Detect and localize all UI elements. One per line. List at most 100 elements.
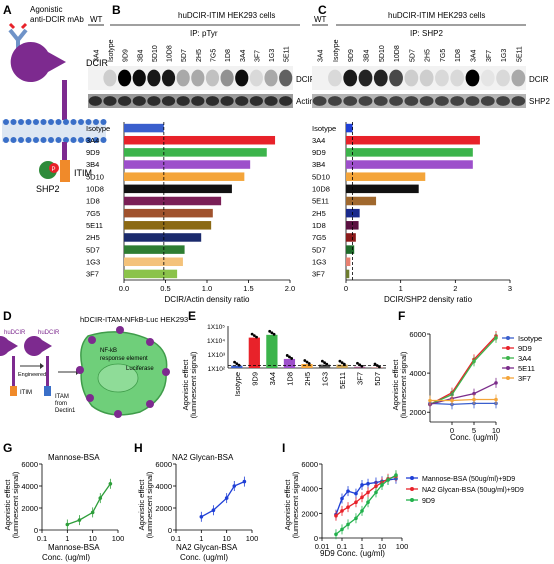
- data-point: [472, 391, 476, 396]
- blot-band: [404, 69, 419, 87]
- panel-letter-d: D: [3, 309, 12, 323]
- data-point: [303, 359, 307, 362]
- lane-label: 3B4: [137, 49, 144, 62]
- bar: [124, 257, 183, 267]
- legend-marker: [410, 487, 414, 491]
- i-ylabel-1: Agonistic effect: [283, 479, 292, 531]
- x-tick-label: 10: [222, 534, 230, 543]
- data-point: [380, 483, 384, 487]
- bar: [346, 135, 480, 145]
- lane-label: 9D9: [123, 49, 130, 62]
- data-point: [307, 362, 311, 365]
- data-point: [340, 509, 344, 513]
- blot-label-dcir: DCIR: [296, 75, 316, 84]
- legend-marker: [506, 376, 510, 380]
- reporter-title: hDCIR-ITAM-NFkB-Luc HEK293: [80, 315, 188, 324]
- receptor-dot: [116, 326, 124, 334]
- panel-letter-b: B: [112, 3, 121, 17]
- nfkb-label: NF-kB: [100, 348, 117, 354]
- response-label: response element: [100, 356, 148, 362]
- chart-i: 0 2000 4000 6000 0.01 0.1 1 10 100 Mannose-BSA (5…: [301, 460, 524, 551]
- lane-label: 1G3: [501, 49, 508, 62]
- x-tick-label: 1G3: [321, 372, 330, 386]
- x-axis-label: DCIR/Actin density ratio: [165, 295, 250, 304]
- y-tick-label: 4000: [409, 369, 426, 378]
- data-point: [494, 381, 498, 385]
- data-point: [472, 359, 476, 364]
- lane-label: 7G5: [440, 49, 447, 62]
- bar: [231, 365, 243, 368]
- bar: [336, 364, 348, 368]
- blot-band: [465, 69, 480, 87]
- y-tick-label: 1X10⁵: [207, 324, 225, 331]
- legend-marker: [506, 336, 510, 340]
- shp2-label: SHP2: [36, 184, 60, 194]
- panel-letter-h: H: [134, 441, 143, 455]
- bar: [124, 123, 164, 133]
- x-tick-label: 10: [492, 426, 500, 435]
- legend-label: 3A4: [518, 354, 531, 363]
- blot-band: [511, 69, 526, 87]
- blot-band: [132, 96, 146, 106]
- lane-label: 3A4: [240, 49, 247, 62]
- panel-letter-e: E: [188, 309, 196, 323]
- data-point: [354, 500, 358, 505]
- data-point: [98, 496, 103, 500]
- data-point: [211, 508, 216, 512]
- x-tick-label: 1: [199, 534, 203, 543]
- blot-band: [118, 69, 132, 87]
- lipid-head: [70, 119, 77, 125]
- panel-b: B WT huDCIR-ITIM HEK293 cells IP: pTyr 3…: [86, 3, 316, 304]
- x-tick-label: 3A4: [268, 372, 277, 385]
- x-tick-label: 3F7: [356, 372, 365, 385]
- bar: [346, 233, 356, 242]
- data-point: [494, 336, 498, 340]
- blot-band: [279, 69, 293, 87]
- panel-i: I Agonistic effect (luminescent signal) …: [282, 441, 524, 558]
- data-point: [366, 490, 370, 495]
- h-xlabel-2: Conc. (ug/ml): [180, 553, 228, 562]
- f-ylabel-2: (luminescent signal): [399, 351, 408, 418]
- blot-band: [328, 69, 342, 87]
- blot-band: [264, 96, 278, 106]
- data-point: [360, 364, 364, 368]
- y-tick-label: 4000: [155, 482, 172, 491]
- blot-label-dcir-c: DCIR: [529, 75, 549, 84]
- legend-marker: [506, 356, 510, 360]
- blot-band: [373, 96, 388, 106]
- panel-letter-a: A: [3, 3, 12, 17]
- x-tick-label: 0: [344, 284, 348, 293]
- panel-h: H Agonistic effect (luminescent signal) …: [134, 441, 258, 562]
- lane-label: 3F7: [254, 50, 261, 62]
- g-xlabel-1: Mannose-BSA: [48, 543, 100, 552]
- blot-band: [312, 96, 327, 106]
- x-tick-label: 100: [112, 534, 125, 543]
- lane-label: 3A4: [471, 49, 478, 62]
- legend-label: NA2 Glycan-BSA (50ug/ml)+9D9: [422, 487, 524, 494]
- bar: [283, 358, 296, 368]
- receptor-dot: [162, 368, 170, 376]
- dcir-icon-left: [0, 336, 18, 356]
- lane-label: 5D10: [379, 45, 386, 62]
- data-point: [450, 398, 454, 403]
- blot-band: [389, 69, 403, 87]
- x-tick-label: 2H5: [303, 372, 312, 386]
- dcir-icon-right: [24, 336, 52, 356]
- blot-label-shp2: SHP2: [529, 97, 550, 106]
- x-tick-label: 10: [378, 542, 386, 551]
- category-label: 3F7: [86, 270, 99, 279]
- category-label: 3F7: [312, 270, 325, 279]
- panel-letter-i: I: [282, 441, 285, 455]
- lane-label: 5E11: [516, 46, 523, 62]
- data-point: [270, 331, 274, 335]
- series-line: [429, 402, 496, 406]
- x-tick-label: 1D8: [285, 372, 294, 386]
- f-ylabel-1: Agonistic effect: [391, 359, 400, 411]
- blot-band: [235, 96, 249, 106]
- x-tick-label: 5: [472, 426, 476, 435]
- bar: [346, 257, 351, 267]
- blot-band: [450, 96, 465, 106]
- left-receptor-label: huDCIR: [4, 330, 26, 336]
- lipid-head: [25, 137, 32, 143]
- itam-label-1: ITAM: [55, 394, 69, 400]
